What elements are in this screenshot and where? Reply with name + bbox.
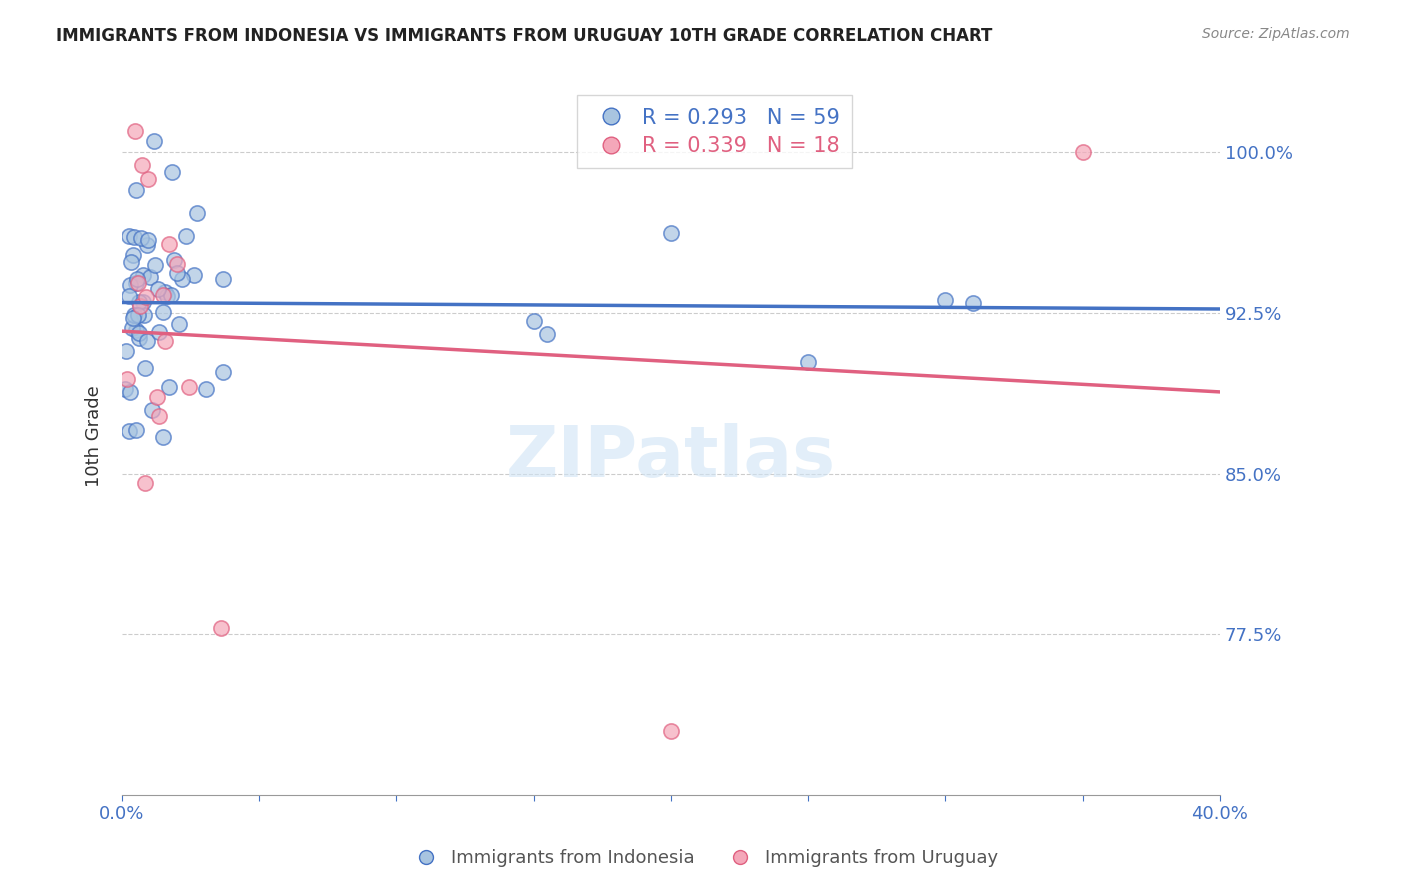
Point bbox=[131, 294, 153, 309]
Point bbox=[174, 229, 197, 244]
Point bbox=[146, 390, 169, 404]
Point bbox=[523, 314, 546, 328]
Point bbox=[962, 296, 984, 310]
Point bbox=[128, 299, 150, 313]
Point bbox=[136, 233, 159, 247]
Text: IMMIGRANTS FROM INDONESIA VS IMMIGRANTS FROM URUGUAY 10TH GRADE CORRELATION CHAR: IMMIGRANTS FROM INDONESIA VS IMMIGRANTS … bbox=[56, 27, 993, 45]
Point bbox=[179, 380, 201, 394]
Point bbox=[172, 272, 194, 286]
Point bbox=[212, 364, 235, 378]
Point bbox=[183, 268, 205, 282]
Point bbox=[156, 289, 179, 303]
Point bbox=[143, 258, 166, 272]
Point bbox=[128, 326, 150, 341]
Point bbox=[128, 294, 150, 309]
Point bbox=[160, 165, 183, 179]
Point bbox=[129, 231, 152, 245]
Point bbox=[122, 230, 145, 244]
Point bbox=[134, 289, 156, 303]
Point bbox=[153, 285, 176, 300]
Point bbox=[122, 310, 145, 325]
Point bbox=[118, 229, 141, 244]
Point bbox=[139, 270, 162, 285]
Point bbox=[132, 268, 155, 282]
Point bbox=[136, 334, 159, 349]
Text: ZIPatlas: ZIPatlas bbox=[506, 424, 837, 492]
Point bbox=[659, 226, 682, 240]
Point bbox=[127, 276, 149, 290]
Point bbox=[120, 254, 142, 268]
Point bbox=[797, 355, 820, 369]
Legend: Immigrants from Indonesia, Immigrants from Uruguay: Immigrants from Indonesia, Immigrants fr… bbox=[401, 842, 1005, 874]
Point bbox=[166, 257, 188, 271]
Point bbox=[125, 423, 148, 437]
Point bbox=[157, 380, 180, 394]
Point bbox=[167, 317, 190, 331]
Point bbox=[125, 272, 148, 286]
Point bbox=[125, 323, 148, 337]
Point bbox=[136, 171, 159, 186]
Point bbox=[115, 372, 138, 386]
Point bbox=[166, 266, 188, 280]
Point bbox=[131, 158, 153, 172]
Point bbox=[118, 289, 141, 303]
Point bbox=[124, 124, 146, 138]
Point bbox=[536, 326, 558, 341]
Point bbox=[141, 403, 163, 417]
Point bbox=[118, 425, 141, 439]
Point bbox=[1071, 145, 1094, 160]
Point bbox=[160, 288, 183, 302]
Point bbox=[212, 271, 235, 285]
Point bbox=[121, 248, 143, 262]
Legend: R = 0.293   N = 59, R = 0.339   N = 18: R = 0.293 N = 59, R = 0.339 N = 18 bbox=[578, 95, 852, 169]
Point bbox=[153, 334, 176, 349]
Point bbox=[209, 621, 232, 635]
Point bbox=[134, 308, 156, 322]
Point bbox=[152, 287, 174, 301]
Point bbox=[115, 344, 138, 359]
Point bbox=[195, 382, 218, 396]
Point bbox=[163, 253, 186, 268]
Point bbox=[136, 237, 159, 252]
Point bbox=[128, 331, 150, 345]
Point bbox=[152, 305, 174, 319]
Text: Source: ZipAtlas.com: Source: ZipAtlas.com bbox=[1202, 27, 1350, 41]
Point bbox=[120, 385, 142, 400]
Point bbox=[127, 308, 149, 322]
Point bbox=[934, 293, 956, 307]
Point bbox=[146, 282, 169, 296]
Point bbox=[142, 134, 165, 148]
Point bbox=[125, 183, 148, 197]
Point bbox=[186, 206, 208, 220]
Y-axis label: 10th Grade: 10th Grade bbox=[86, 385, 103, 487]
Point bbox=[114, 383, 136, 397]
Point bbox=[152, 430, 174, 444]
Point bbox=[134, 476, 156, 491]
Point bbox=[148, 409, 170, 423]
Point bbox=[120, 277, 142, 292]
Point bbox=[159, 236, 181, 251]
Point bbox=[148, 325, 170, 339]
Point bbox=[121, 321, 143, 335]
Point bbox=[134, 361, 156, 376]
Point bbox=[125, 277, 148, 291]
Point bbox=[122, 308, 145, 322]
Point bbox=[659, 723, 682, 738]
